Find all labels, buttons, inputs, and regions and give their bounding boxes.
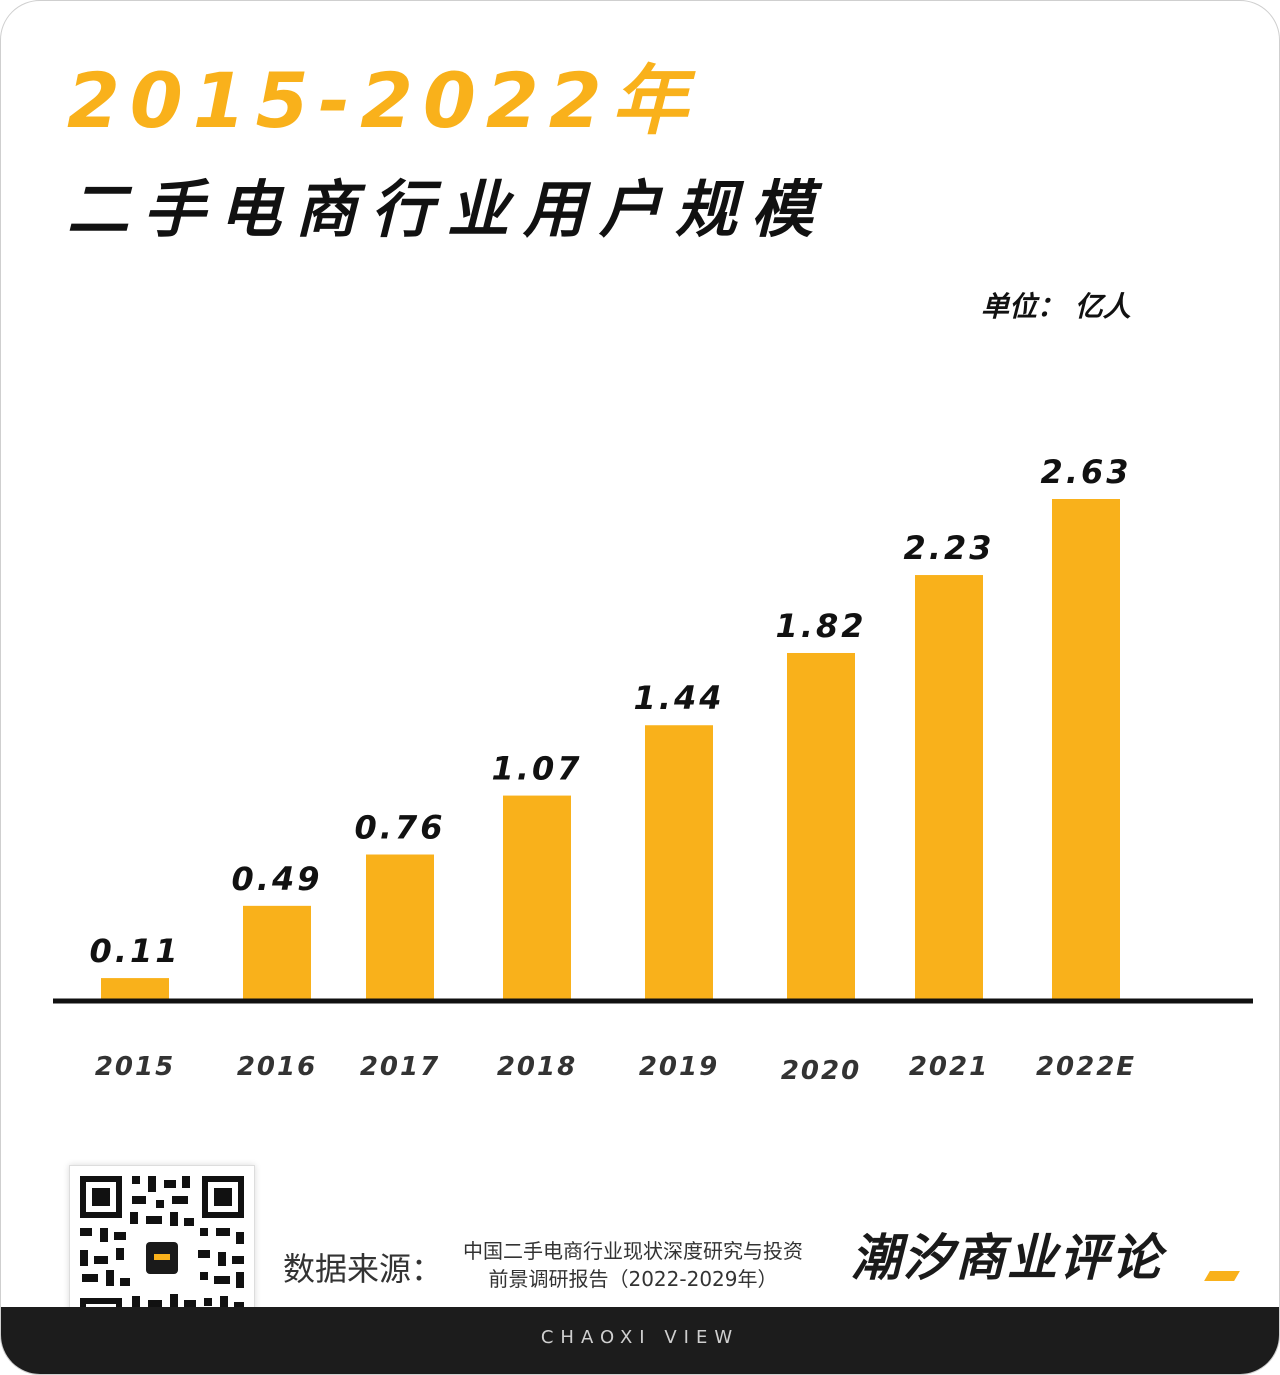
category-labels-group: 2015 2016 2017 2018 2019 2020 2021 2022E — [95, 1052, 1136, 1086]
value-label-2022E: 2.63 — [1041, 453, 1132, 491]
category-label-2022E: 2022E — [1036, 1052, 1136, 1082]
footer-bar — [1, 1307, 1279, 1374]
bar-chart: 0.110.490.761.071.441.822.232.63 2015 201… — [53, 453, 1253, 1086]
value-label-2020: 1.82 — [776, 607, 867, 645]
category-label-2018: 2018 — [497, 1052, 577, 1082]
bar-2020 — [787, 652, 855, 999]
unit-label: 单位： 亿人 — [981, 290, 1131, 323]
source-line-2: 前景调研报告（2022-2029年） — [488, 1267, 778, 1291]
value-label-2016: 0.49 — [232, 860, 323, 898]
category-label-2015: 2015 — [95, 1052, 175, 1082]
bar-2019 — [645, 725, 713, 999]
source-line-1: 中国二手电商行业现状深度研究与投资 — [463, 1239, 803, 1263]
category-label-2020: 2020 — [781, 1056, 861, 1086]
value-label-2021: 2.23 — [904, 529, 995, 567]
bar-2021 — [915, 575, 983, 999]
category-label-2019: 2019 — [639, 1052, 719, 1082]
brand-accent-mark — [1204, 1271, 1240, 1281]
category-label-2021: 2021 — [909, 1052, 989, 1082]
bar-2015 — [101, 978, 169, 999]
bar-2018 — [503, 795, 571, 999]
value-label-2019: 1.44 — [634, 679, 725, 717]
source-text: 中国二手电商行业现状深度研究与投资 前景调研报告（2022-2029年） — [433, 1237, 833, 1293]
value-label-2015: 0.11 — [90, 932, 181, 970]
footer-tagline: CHAOXI VIEW — [540, 1327, 740, 1348]
page-title: 二手电商行业用户规模 — [67, 173, 828, 246]
bar-2016 — [243, 905, 311, 999]
brand-logo-text: 潮汐商业评论 — [851, 1229, 1163, 1287]
source-label: 数据来源： — [283, 1250, 444, 1288]
category-label-2017: 2017 — [360, 1052, 440, 1082]
value-label-2018: 1.07 — [492, 750, 583, 788]
bar-2022E — [1052, 499, 1120, 999]
bar-2017 — [366, 854, 434, 999]
category-label-2016: 2016 — [237, 1052, 317, 1082]
value-labels-group: 0.11 0.49 0.76 1.07 1.44 1.82 2.23 2.63 — [90, 453, 1132, 970]
value-label-2017: 0.76 — [355, 809, 446, 847]
title-year-range: 2015-2022年 — [67, 56, 698, 145]
bars-group — [101, 499, 1120, 999]
